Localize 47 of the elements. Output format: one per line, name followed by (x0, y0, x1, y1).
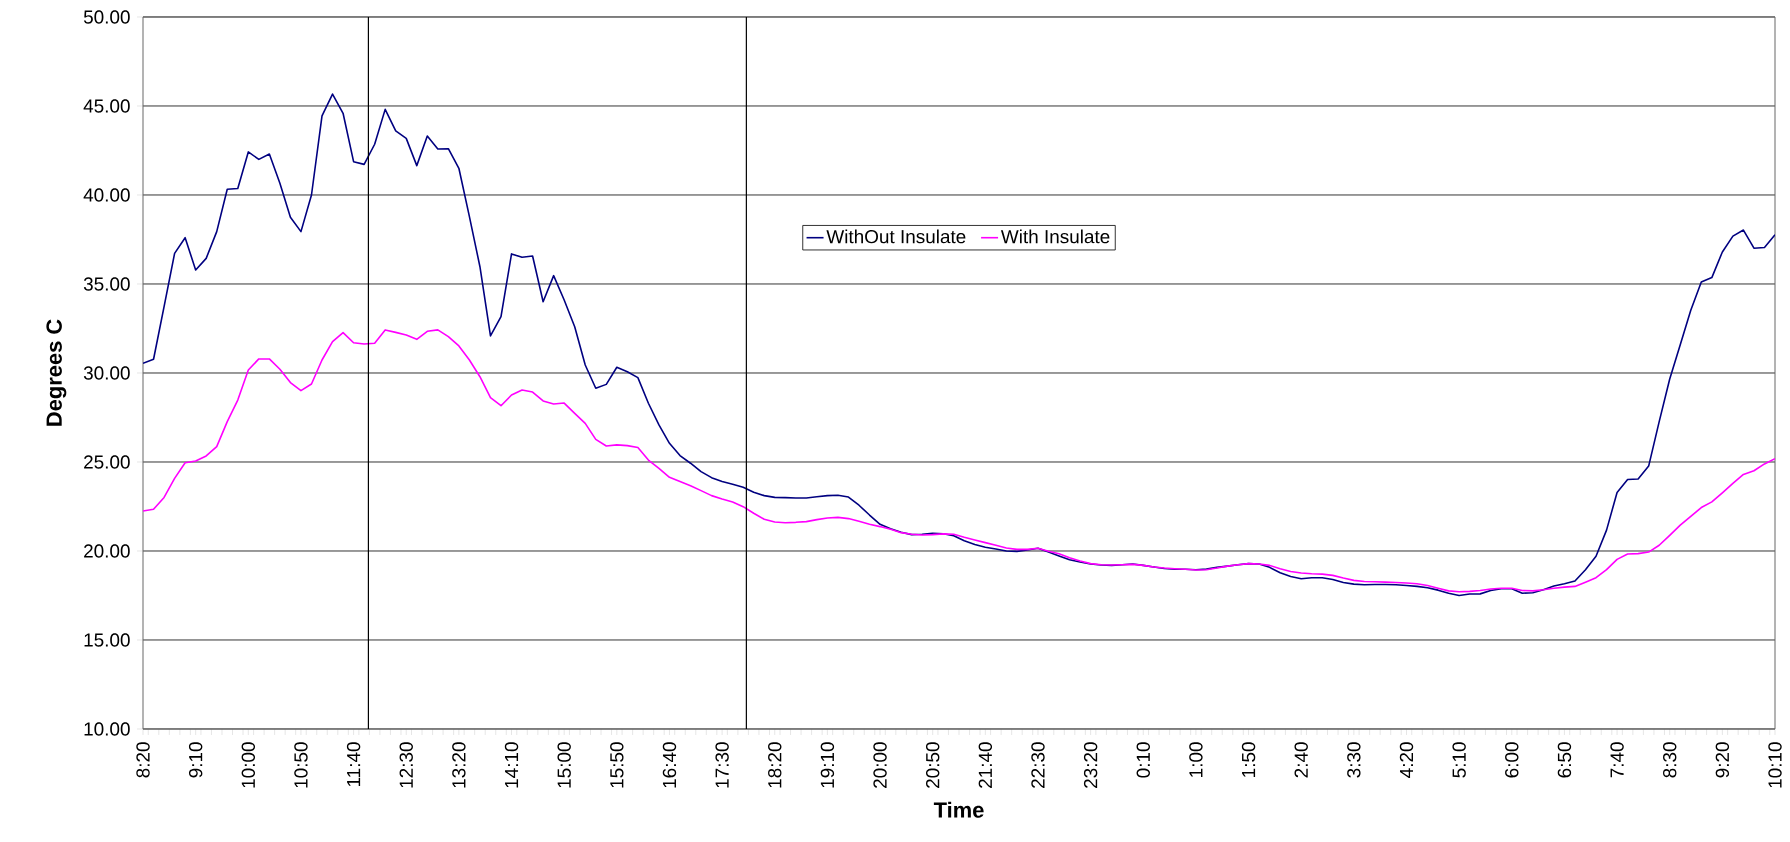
x-tick-label: 1:50 (1241, 742, 1256, 777)
x-tick-label: 2:40 (1294, 742, 1308, 778)
x-tick-label: 22:30 (1031, 742, 1045, 788)
line-series (143, 93, 1776, 597)
y-tick-label: 10.00 (84, 722, 130, 736)
x-tick-label: 11:40 (346, 742, 361, 787)
x-tick-label: 4:20 (1399, 742, 1414, 778)
y-axis-title: Degrees C (46, 319, 67, 426)
x-tick-label: 6:50 (1557, 742, 1572, 778)
line-series (143, 329, 1776, 593)
y-tick-label: 25.00 (84, 455, 130, 469)
y-tick-label: 45.00 (83, 99, 130, 113)
x-tick-label: 15:00 (557, 742, 571, 788)
x-tick-label: 10:50 (294, 742, 308, 788)
x-tick-label: 7:40 (1610, 742, 1624, 778)
x-tick-label: 1:00 (1189, 742, 1203, 777)
x-tick-label: 10:10 (1768, 742, 1782, 788)
x-tick-label: 13:20 (452, 742, 466, 788)
x-tick-label: 21:40 (978, 742, 993, 788)
x-tick-label: 8:30 (1663, 742, 1677, 778)
x-tick-label: 5:10 (1452, 742, 1466, 778)
x-tick-label: 15:50 (610, 742, 624, 788)
x-tick-label: 20:50 (925, 742, 940, 788)
legend-label: With Insulate (1000, 229, 1110, 244)
x-tick-label: 14:10 (504, 742, 519, 788)
y-tick-label: 50.00 (83, 10, 130, 24)
x-tick-label: 17:30 (715, 742, 729, 788)
y-tick-label: 20.00 (84, 544, 130, 558)
y-tick-label: 35.00 (83, 277, 130, 291)
x-tick-label: 8:20 (136, 742, 150, 778)
y-tick-label: 15.00 (84, 633, 130, 647)
x-tick-label: 9:10 (188, 742, 203, 778)
x-axis-title: Time (933, 801, 984, 818)
x-tick-label: 19:10 (820, 742, 835, 788)
x-tick-label: 9:20 (1715, 742, 1730, 778)
y-tick-label: 40.00 (83, 188, 130, 202)
x-tick-label: 18:20 (768, 742, 782, 788)
y-tick-label: 30.00 (83, 366, 130, 380)
x-tick-label: 3:30 (1347, 742, 1361, 778)
x-tick-label: 0:10 (1136, 742, 1150, 778)
x-tick-label: 20:00 (873, 742, 887, 788)
legend-label: WithOut Insulate (826, 229, 966, 244)
x-tick-label: 23:20 (1083, 742, 1098, 788)
x-tick-label: 12:30 (399, 742, 413, 788)
x-tick-label: 10:00 (241, 742, 256, 788)
x-tick-label: 16:40 (662, 742, 677, 788)
x-tick-label: 6:00 (1505, 742, 1519, 778)
